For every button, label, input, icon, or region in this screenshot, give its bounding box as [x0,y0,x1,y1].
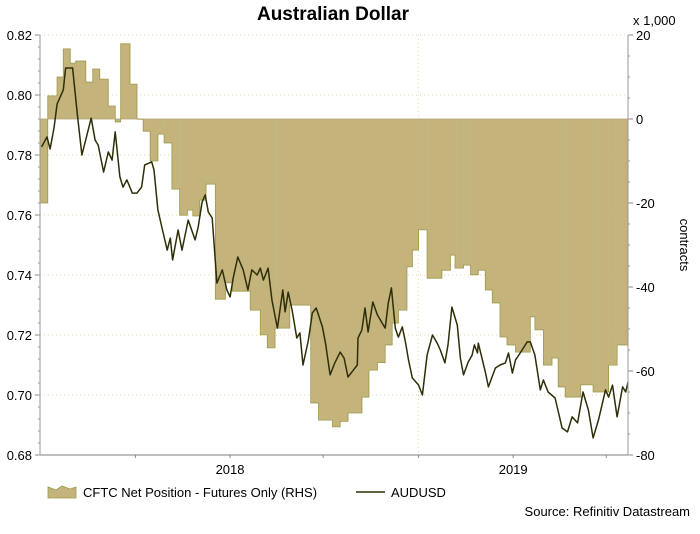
right-tick-label: 20 [636,28,650,43]
cftc-bar [441,119,451,271]
left-tick-label: 0.80 [7,88,32,103]
cftc-bar [593,119,609,392]
cftc-bar [427,119,443,279]
right-tick-label: -40 [636,280,655,295]
cftc-bar [534,119,544,330]
cftc-bar [267,119,276,348]
left-tick-label: 0.74 [7,268,32,283]
cftc-bar [361,119,370,398]
cftc-bar [225,119,233,283]
cftc-bar [206,119,216,185]
legend-area-swatch [47,485,77,499]
right-axis-unit: x 1,000 [633,13,676,28]
legend-cftc-label: CFTC Net Position - Futures Only (RHS) [83,485,317,500]
left-tick-label: 0.78 [7,148,32,163]
cftc-bar [99,79,109,119]
left-tick-label: 0.76 [7,208,32,223]
right-tick-label: 0 [636,112,643,127]
cftc-bar [63,48,71,119]
right-axis-label: contracts [677,219,692,272]
cftc-bar [580,119,594,385]
cftc-bar [608,119,618,366]
chart-title: Australian Dollar [257,4,410,25]
cftc-bar [289,119,312,306]
legend-audusd-label: AUDUSD [391,485,446,500]
cftc-bar [115,119,121,122]
cftc-bar [332,119,341,427]
cftc-bar [171,119,180,190]
cftc-bar [340,119,349,422]
cftc-bar [275,119,291,329]
cftc-bar [450,119,456,256]
cftc-area-edge [40,43,628,428]
right-tick-label: -60 [636,364,655,379]
cftc-bar [418,119,428,230]
cftc-bar [398,119,408,311]
cftc-bar [199,119,207,201]
cftc-bar [551,119,559,358]
left-tick-label: 0.82 [7,28,32,43]
cftc-bar [506,119,516,345]
cftc-bar [85,82,94,119]
cftc-bar [250,119,261,311]
cftc-bar [368,119,378,371]
cftc-bar [215,119,226,300]
cftc-bar [385,119,393,345]
cftc-bar [40,119,49,203]
cftc-bar [70,63,76,119]
cftc-bar [164,119,173,143]
cftc-bar [129,84,138,119]
cftc-bar [157,119,165,135]
axes: 0.82 0.80 0.78 0.76 0.74 0.72 0.70 0.68 20 0 -20 -4… [7,28,655,477]
legend: CFTC Net Position - Futures Only (RHS) A… [47,485,446,500]
source-note: Source: Refinitiv Datastream [525,504,690,519]
cftc-bar [187,119,194,211]
audusd-series [40,67,629,439]
cftc-bar [377,119,386,363]
cftc-area [40,43,629,428]
x-tick-label: 2019 [499,462,528,477]
cftc-bar [47,95,58,119]
cftc-bar [150,119,159,161]
cftc-bar [455,119,464,269]
right-tick-label: -20 [636,196,655,211]
audusd-line [40,67,629,439]
cftc-bar [463,119,471,266]
cftc-bar [492,119,501,303]
cftc-bar [143,119,151,132]
cftc-bar [260,119,268,335]
cftc-bar [392,119,399,324]
cftc-bar [92,69,101,119]
cftc-bar [310,119,319,403]
left-tick-label: 0.70 [7,388,32,403]
cftc-bar [530,119,536,317]
cftc-bar [558,119,566,387]
x-tick-label: 2018 [216,462,245,477]
cftc-bar [192,119,201,217]
cftc-bar [565,119,581,398]
cftc-bar [543,119,553,366]
cftc-bar [406,119,413,267]
right-tick-label: -80 [636,448,655,463]
left-tick-label: 0.68 [7,448,32,463]
cftc-bar [617,119,629,345]
cftc-bar [232,119,251,292]
cftc-bar [108,105,116,119]
cftc-bar [318,119,333,421]
cftc-bar [500,119,508,337]
cftc-bar [120,43,131,119]
cftc-bar [75,61,87,119]
cftc-bar [470,119,479,275]
cftc-bar [485,119,493,290]
cftc-bar [412,119,419,251]
left-tick-label: 0.72 [7,328,32,343]
cftc-bar [515,119,531,353]
cftc-bar [179,119,188,216]
cftc-bar [478,119,486,271]
